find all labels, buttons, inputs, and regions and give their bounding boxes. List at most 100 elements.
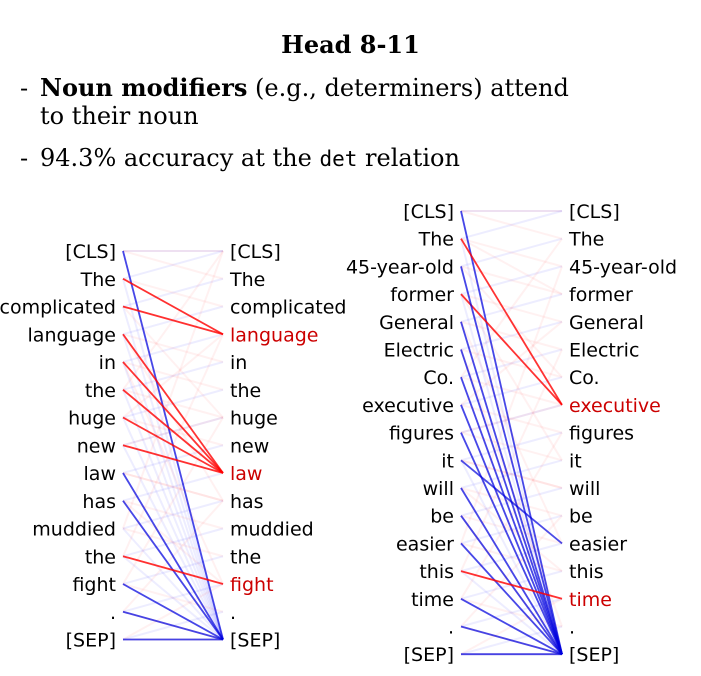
source-token: this — [419, 561, 454, 583]
attention-line-faint — [460, 376, 563, 406]
attention-line-faint — [122, 333, 224, 363]
bullet-rest: (e.g., determiners) attend — [247, 74, 569, 102]
attention-line-faint — [460, 320, 563, 351]
attention-line — [460, 321, 563, 655]
target-token: Electric — [569, 340, 639, 362]
source-token: new — [77, 435, 116, 457]
target-token: The — [568, 229, 604, 251]
attention-line — [122, 555, 224, 585]
attention-line-faint — [460, 459, 563, 655]
attention-line-faint — [122, 472, 224, 502]
target-token: muddied — [230, 519, 314, 541]
attention-line — [460, 266, 563, 655]
target-token-highlighted: executive — [569, 395, 661, 417]
source-token: Co. — [423, 367, 454, 389]
attention-line-faint — [122, 527, 224, 558]
attention-line-faint — [460, 403, 563, 434]
source-token: [CLS] — [65, 241, 116, 263]
attention-line-faint — [122, 306, 224, 640]
source-token: language — [28, 324, 116, 346]
target-token: . — [569, 617, 575, 639]
target-token: [CLS] — [230, 241, 281, 263]
attention-line-faint — [460, 238, 563, 378]
target-token: 45-year-old — [569, 256, 677, 278]
attention-line-faint — [122, 389, 224, 640]
bullet-list: - Noun modifiers (e.g., determiners) att… — [20, 74, 660, 187]
target-token: [SEP] — [569, 644, 619, 666]
attention-line-faint — [460, 265, 563, 296]
attention-line-faint — [460, 210, 563, 240]
attention-line-faint — [122, 361, 224, 640]
attention-line-faint — [122, 333, 224, 640]
source-token: the — [85, 546, 116, 568]
target-token: easier — [569, 533, 627, 555]
bullet-dash: - — [20, 144, 29, 172]
attention-line-faint — [122, 499, 224, 585]
target-token: figures — [569, 423, 634, 445]
attention-line-faint — [460, 431, 563, 462]
attention-line-faint — [122, 499, 224, 530]
attention-line — [122, 277, 224, 336]
attention-line-faint — [460, 348, 563, 379]
attention-line — [460, 432, 563, 655]
attention-line — [460, 293, 563, 406]
attention-line-faint — [122, 583, 224, 613]
target-token-highlighted: time — [569, 589, 612, 611]
bullet-pre: 94.3% accuracy at the — [40, 144, 320, 172]
attention-line — [122, 444, 224, 474]
attention-line-faint — [122, 361, 224, 585]
attention-line-faint — [460, 293, 563, 323]
attention-line-faint — [460, 403, 563, 434]
attention-line-faint — [460, 431, 563, 462]
attention-line — [460, 625, 563, 656]
source-token: executive — [362, 395, 454, 417]
source-token: complicated — [0, 297, 116, 319]
source-token: [SEP] — [66, 630, 116, 652]
attention-line-faint — [460, 321, 563, 406]
source-token: in — [99, 352, 116, 374]
attention-line-faint — [460, 238, 563, 655]
attention-line — [460, 542, 563, 655]
attention-line-faint — [122, 472, 224, 502]
attention-line-faint — [460, 459, 563, 489]
source-token: muddied — [32, 519, 116, 541]
bullet-text: Noun modifiers (e.g., determiners) atten… — [40, 73, 569, 131]
target-token: will — [569, 478, 600, 500]
source-token: time — [411, 589, 454, 611]
page-title: Head 8-11 — [281, 30, 420, 59]
target-token: . — [230, 602, 236, 624]
attention-diagram-1: [CLS] [CLS] The The complicated complicated la… — [0, 241, 347, 652]
target-token: The — [229, 269, 265, 291]
attention-line — [122, 610, 224, 641]
target-token: [CLS] — [569, 201, 620, 223]
attention-line — [460, 459, 563, 545]
attention-line-faint — [122, 583, 224, 613]
attention-line — [122, 416, 224, 474]
target-token: former — [569, 284, 633, 306]
bullet-post: relation — [357, 144, 460, 172]
attention-line — [460, 487, 563, 655]
target-token: new — [230, 435, 269, 457]
target-token: be — [569, 506, 593, 528]
attention-line-faint — [122, 527, 224, 558]
source-token: law — [84, 463, 116, 485]
bullet-item: - Noun modifiers (e.g., determiners) att… — [20, 73, 660, 131]
attention-line-faint — [122, 250, 224, 280]
source-token: will — [423, 478, 454, 500]
attention-line — [122, 361, 224, 474]
attention-line — [460, 598, 563, 655]
attention-line-faint — [122, 444, 224, 640]
attention-line-faint — [460, 237, 563, 295]
source-token: it — [441, 450, 454, 472]
attention-line — [460, 210, 563, 655]
attention-line-faint — [460, 597, 563, 628]
target-token: Co. — [569, 367, 600, 389]
attention-line-faint — [460, 266, 563, 544]
attention-line-faint — [122, 527, 224, 641]
source-token: [SEP] — [404, 644, 454, 666]
bullet-rest-line2: to their noun — [40, 102, 199, 130]
attention-line — [122, 472, 224, 640]
bullet-strong: Noun modifiers — [40, 73, 248, 102]
attention-line-faint — [122, 250, 224, 529]
